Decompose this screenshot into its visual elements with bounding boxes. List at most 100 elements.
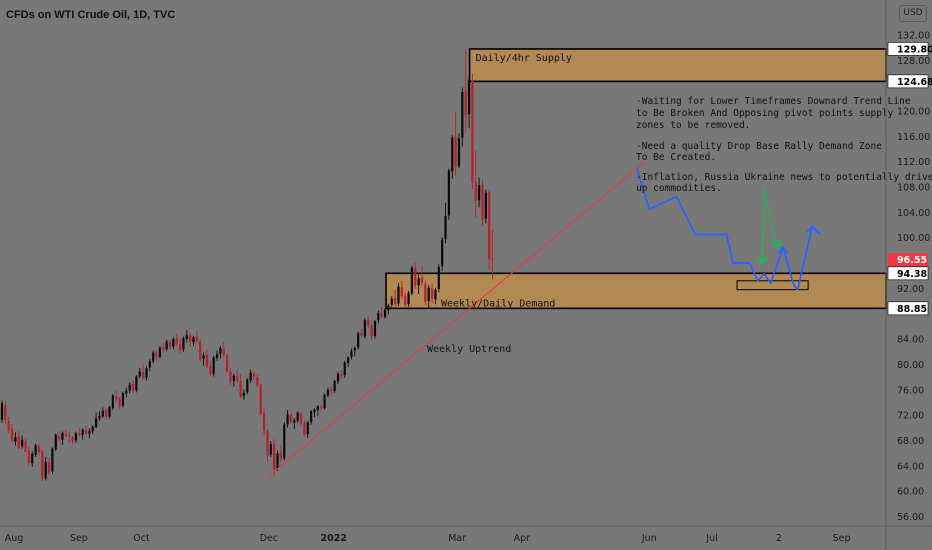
candle	[481, 180, 484, 226]
candle-body	[333, 380, 336, 392]
zone-small-demand	[736, 280, 809, 291]
candle-body	[273, 443, 276, 469]
y-tick-label: 100.00	[897, 233, 930, 244]
candle-body	[0, 403, 4, 420]
candle	[175, 334, 178, 347]
candle-body	[222, 348, 225, 355]
candle-body	[313, 409, 316, 412]
candle	[266, 429, 269, 462]
candle-body	[21, 439, 24, 447]
candle	[380, 306, 383, 319]
candle	[293, 418, 296, 430]
candle-body	[262, 413, 266, 431]
candle-body	[340, 373, 343, 376]
candle-body	[121, 392, 125, 406]
candle-body	[336, 373, 340, 382]
candle-body	[252, 373, 256, 377]
projection-path-green	[761, 186, 778, 264]
candle-body	[145, 368, 148, 378]
candle	[111, 394, 114, 411]
candle	[209, 360, 212, 376]
note-line6: -Inflation, Russia Ukraine news to poten…	[636, 172, 932, 183]
candle	[390, 296, 393, 309]
candle	[168, 339, 172, 350]
candle-body	[232, 375, 235, 381]
x-tick-label: Oct	[133, 533, 150, 544]
candle-body	[185, 335, 188, 340]
candle	[474, 150, 477, 218]
candle-body	[239, 380, 242, 397]
candle-body	[199, 341, 202, 360]
candle-body	[464, 91, 467, 115]
x-tick-label: Sep	[70, 533, 88, 544]
y-tick-label: 56.00	[897, 512, 924, 523]
candle	[367, 316, 370, 329]
candle	[202, 352, 205, 366]
candle-body	[152, 352, 155, 362]
candle	[484, 189, 487, 224]
y-tick-label: 108.00	[897, 183, 930, 194]
candle-body	[330, 389, 333, 392]
candle-body	[430, 288, 434, 299]
candle-body	[91, 426, 94, 432]
candle-body	[24, 441, 27, 452]
candle	[276, 450, 279, 471]
candle	[430, 283, 434, 303]
candle	[320, 403, 323, 411]
x-tick-label: Jun	[641, 533, 657, 544]
candle	[10, 423, 14, 443]
price-badge-bg	[887, 42, 929, 56]
candle-body	[320, 406, 323, 409]
candle-body	[68, 435, 71, 437]
candles-layer	[0, 48, 494, 481]
candle-body	[451, 137, 454, 172]
candle-body	[299, 413, 303, 424]
candle	[350, 348, 353, 360]
candle	[205, 349, 209, 369]
price-badge-label: 94.38	[897, 269, 927, 280]
candle	[306, 420, 309, 438]
candle	[71, 436, 74, 445]
x-tick-label: Mar	[448, 533, 466, 544]
candle	[246, 378, 249, 395]
x-tick-label: Sep	[833, 533, 851, 544]
candle	[118, 396, 121, 410]
uptrend-line	[268, 161, 646, 477]
candle-body	[41, 451, 44, 480]
y-tick-label: 80.00	[897, 360, 924, 371]
candle	[178, 338, 182, 354]
price-badge: 88.85	[887, 301, 929, 316]
candle	[444, 202, 447, 244]
candle-body	[219, 347, 222, 354]
annotations-layer: Daily/4hr Supply Weekly/Daily Demand Weekl…	[427, 53, 932, 355]
candle	[128, 382, 131, 394]
candle	[239, 374, 242, 399]
candle-body	[71, 437, 74, 442]
price-badge: 96.55	[888, 253, 928, 266]
candle-body	[74, 433, 78, 441]
candle	[404, 292, 407, 310]
candle-body	[249, 372, 252, 381]
candle-body	[34, 445, 37, 456]
candle-body	[310, 411, 313, 423]
candle	[121, 391, 125, 408]
candle-body	[61, 432, 64, 440]
candle	[333, 379, 336, 393]
y-tick-label: 128.00	[897, 56, 930, 67]
note-line2: to Be Broken And Opposing pivot points s…	[636, 108, 894, 119]
price-badge: 94.38	[887, 266, 929, 281]
candle-body	[138, 371, 141, 377]
candle	[488, 190, 491, 271]
candle	[491, 230, 494, 280]
candle	[24, 438, 27, 453]
candle	[457, 133, 461, 169]
candle	[373, 320, 377, 339]
price-badge-bg	[887, 266, 929, 281]
candle-body	[414, 268, 417, 286]
candle-body	[135, 376, 138, 391]
candle-body	[427, 287, 430, 302]
candle-body	[488, 192, 491, 260]
currency-button[interactable]: USD	[899, 5, 927, 22]
candle-body	[326, 389, 330, 396]
